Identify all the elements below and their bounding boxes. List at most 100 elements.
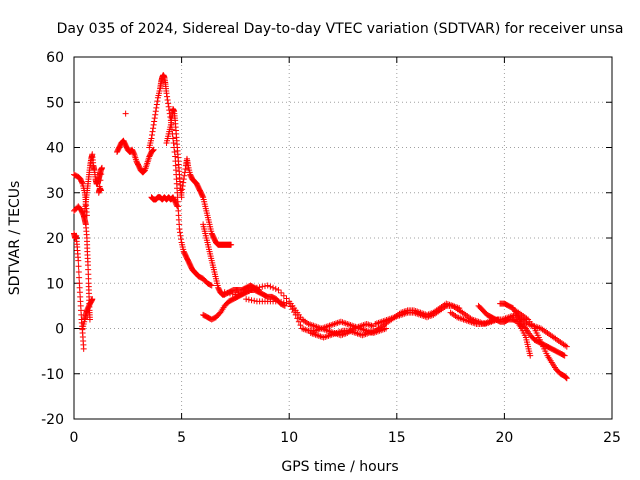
data-point [152, 108, 159, 115]
series-track-d [79, 296, 96, 332]
data-point [164, 93, 171, 100]
data-point [383, 325, 390, 332]
data-point [229, 290, 236, 297]
series-track-c [71, 230, 87, 352]
data-point [122, 110, 129, 117]
series-isolated [122, 110, 129, 117]
data-point [173, 202, 180, 209]
y-tick-label: 60 [46, 50, 64, 66]
data-point [169, 135, 176, 142]
data-point [176, 225, 183, 232]
data-point [297, 322, 304, 329]
data-point [294, 315, 301, 322]
data-point [151, 118, 158, 125]
series-layer [71, 72, 570, 382]
data-point [275, 287, 282, 294]
data-point [86, 316, 93, 323]
data-point [264, 282, 271, 289]
data-point [151, 115, 158, 122]
data-point [178, 236, 185, 243]
data-point [165, 100, 172, 107]
data-point [283, 300, 290, 307]
y-tick-label: 20 [46, 231, 64, 247]
data-point [130, 150, 137, 157]
series-track-p [372, 300, 501, 327]
data-point [98, 164, 105, 171]
data-point [149, 132, 156, 139]
series-track-g [148, 194, 181, 210]
data-point [177, 232, 184, 239]
x-tick-label: 15 [388, 430, 406, 446]
data-point [76, 274, 83, 281]
y-tick-label: -20 [41, 412, 64, 428]
data-point [272, 285, 279, 292]
data-point [251, 285, 258, 292]
data-point [245, 288, 252, 295]
series-track-j [178, 155, 235, 248]
data-point [165, 103, 172, 110]
data-point [149, 147, 156, 154]
data-point [278, 298, 285, 305]
data-point [75, 263, 82, 270]
data-point [80, 345, 87, 352]
series-track-s [497, 300, 568, 359]
data-point [259, 283, 266, 290]
data-point [248, 287, 255, 294]
data-point [227, 290, 234, 297]
data-point [150, 146, 157, 153]
data-point [182, 165, 189, 172]
data-point [207, 281, 214, 288]
y-tick-label: 10 [46, 276, 64, 292]
data-point [267, 283, 274, 290]
data-point [232, 291, 239, 298]
x-tick-label: 5 [177, 430, 186, 446]
data-point [181, 172, 188, 179]
data-point [243, 289, 250, 296]
data-point [292, 311, 299, 318]
data-point [270, 284, 277, 291]
data-point [295, 318, 302, 325]
data-point [278, 289, 285, 296]
data-point [248, 297, 255, 304]
data-point [527, 352, 534, 359]
data-point [152, 111, 159, 118]
series-track-e [81, 151, 105, 214]
data-point [208, 282, 215, 289]
data-point [224, 289, 231, 296]
data-point [221, 289, 228, 296]
series-track-r [475, 302, 534, 359]
y-tick-label: 50 [46, 95, 64, 111]
data-point [171, 149, 178, 156]
x-tick-label: 25 [603, 430, 621, 446]
grid [74, 57, 612, 419]
data-point [280, 292, 287, 299]
data-point [150, 125, 157, 132]
data-point [563, 374, 570, 381]
y-tick-label: 40 [46, 141, 64, 157]
data-point [170, 139, 177, 146]
x-tick-label: 10 [280, 430, 298, 446]
data-point [563, 343, 570, 350]
data-point [75, 257, 82, 264]
data-point [243, 296, 250, 303]
axes: 0 5 10 15 20 25 -20 -10 0 10 20 30 40 50 60 [41, 50, 621, 446]
data-point [245, 296, 252, 303]
y-tick-label: 0 [55, 322, 64, 338]
data-point [261, 283, 268, 290]
x-tick-label: 20 [495, 430, 513, 446]
x-tick-label: 0 [70, 430, 79, 446]
data-point [228, 241, 235, 248]
y-tick-label: -10 [41, 367, 64, 383]
data-point [153, 101, 160, 108]
data-point [253, 284, 260, 291]
data-point [237, 290, 244, 297]
data-point [75, 268, 82, 275]
data-point [98, 171, 105, 178]
data-point [79, 179, 86, 186]
series-track-t [512, 307, 570, 382]
series-track-h [146, 72, 215, 289]
data-point [89, 296, 96, 303]
data-point [280, 299, 287, 306]
data-point [275, 298, 282, 305]
